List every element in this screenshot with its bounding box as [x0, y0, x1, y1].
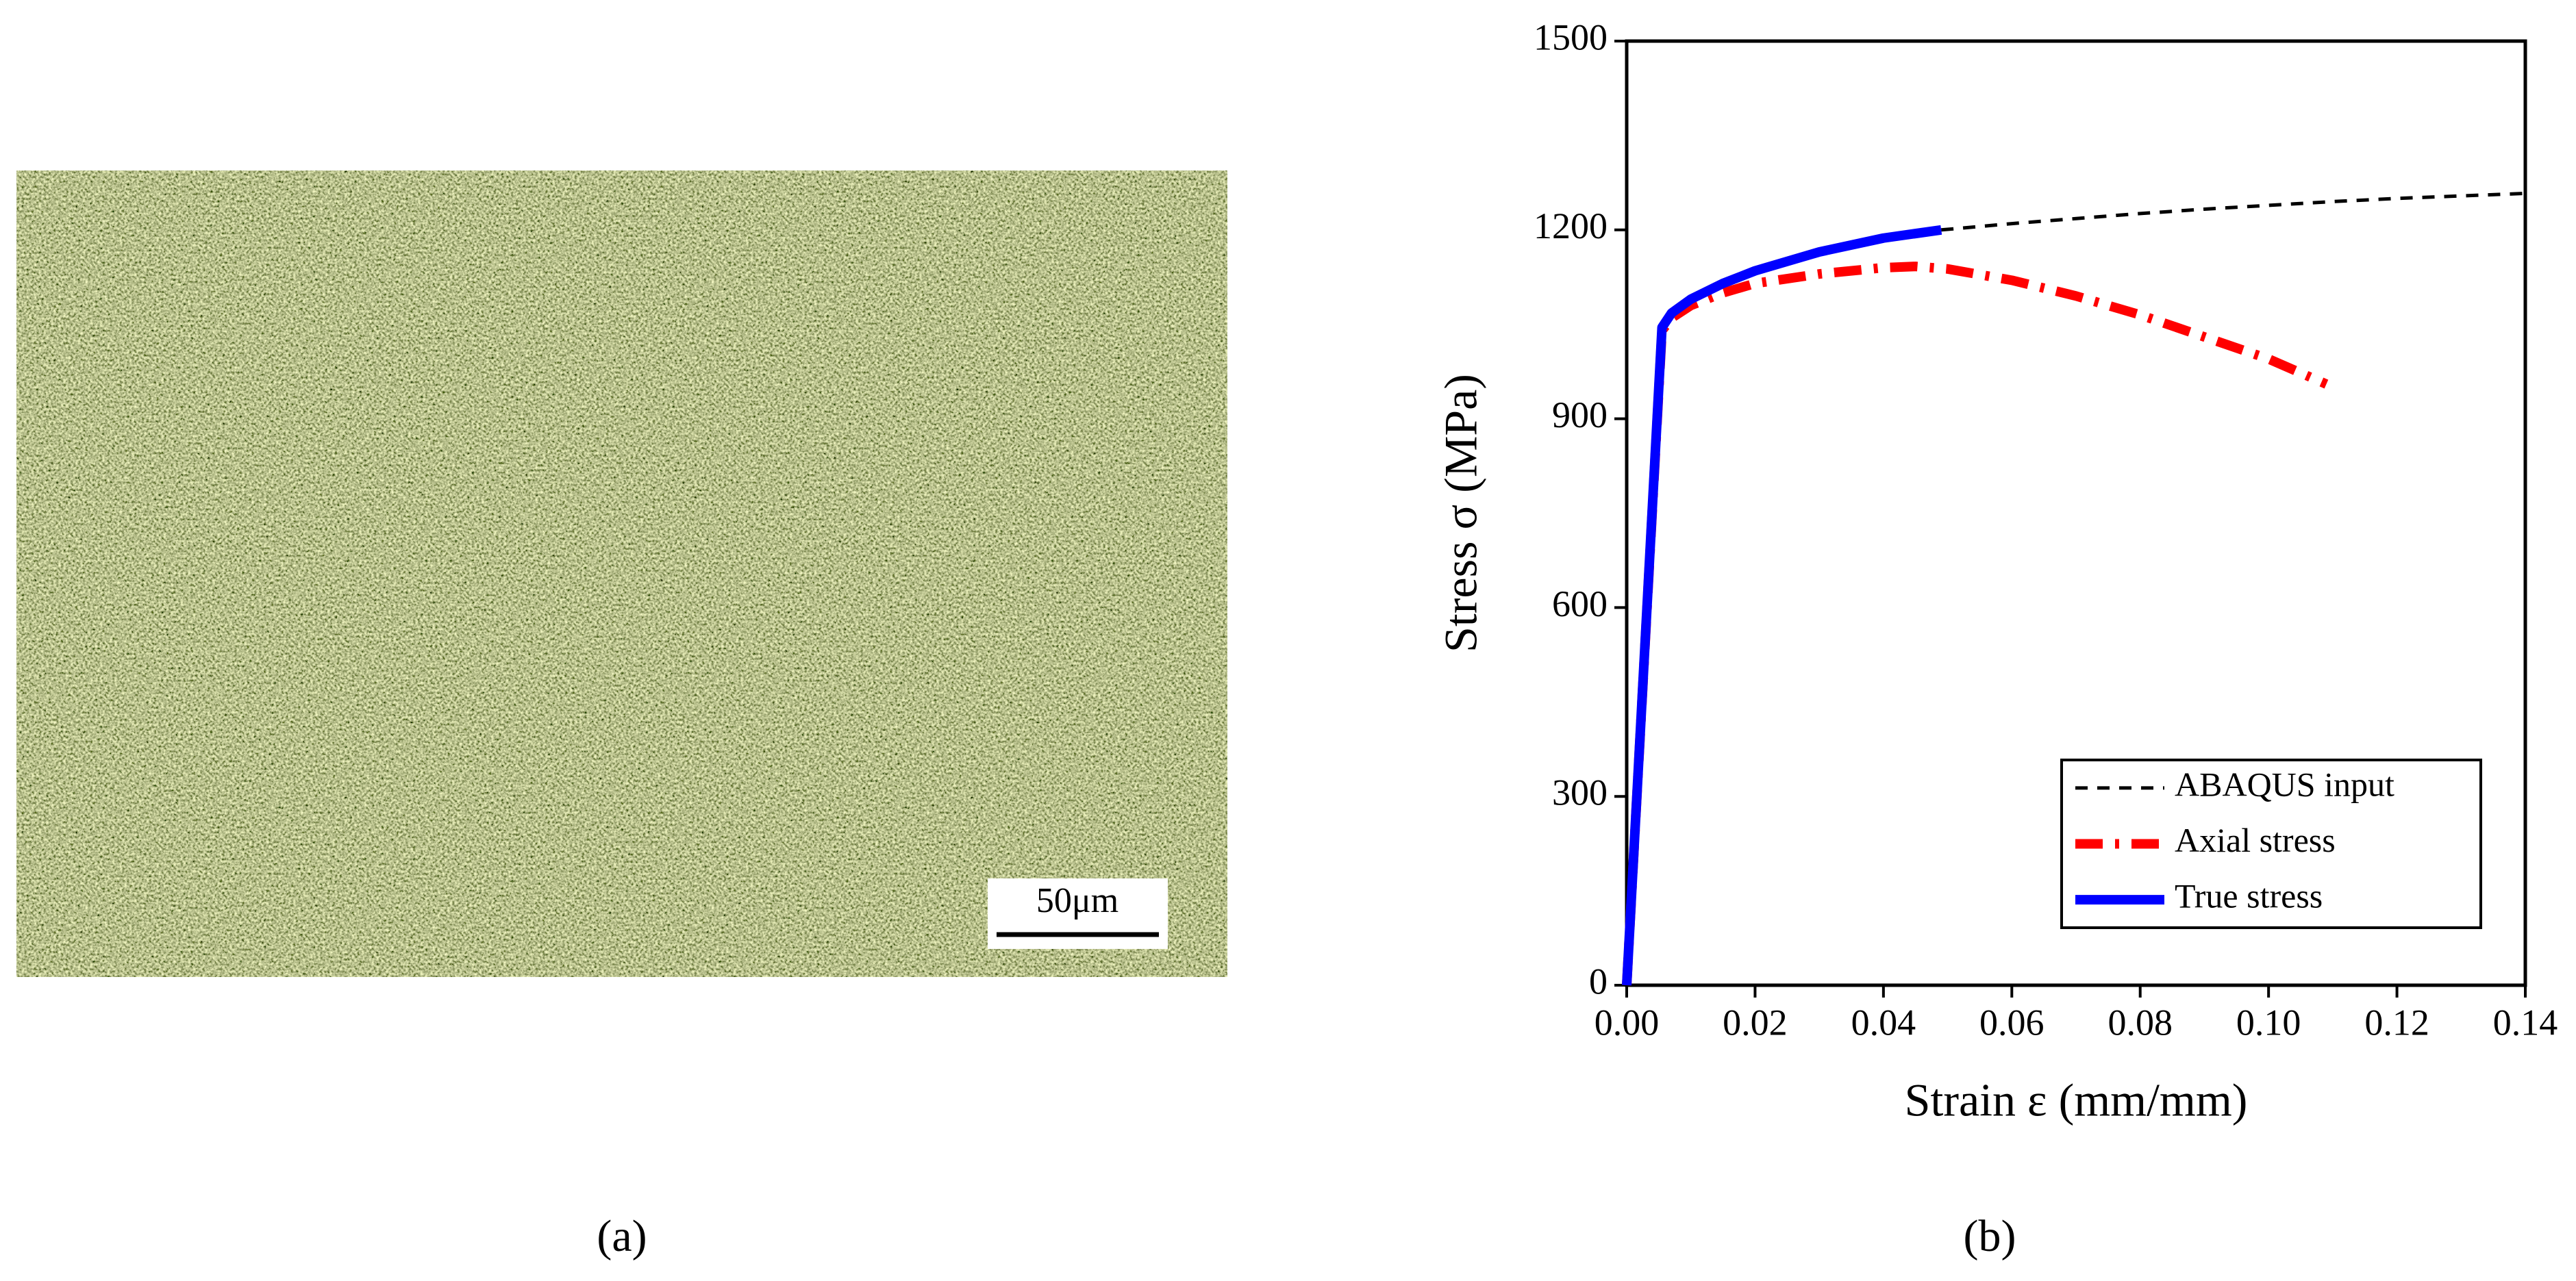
- x-tick-label: 0.06: [1979, 1002, 2044, 1043]
- micrograph: 50μm: [16, 170, 1227, 977]
- x-tick-label: 0.08: [2108, 1002, 2173, 1043]
- y-tick-label: 1200: [1534, 205, 1608, 246]
- x-tick-label: 0.12: [2364, 1002, 2429, 1043]
- plot-frame: [1625, 39, 2527, 987]
- legend-label: Axial stress: [2175, 821, 2336, 859]
- y-tick-label: 1500: [1534, 16, 1608, 58]
- scale-bar-box: [988, 878, 1168, 949]
- micrograph-texture: [16, 170, 1227, 977]
- caption-a: (a): [597, 1211, 647, 1261]
- x-tick-label: 0.02: [1723, 1002, 1788, 1043]
- legend-label: True stress: [2175, 877, 2323, 915]
- x-tick-label: 0.00: [1595, 1002, 1660, 1043]
- y-tick-label: 300: [1552, 772, 1608, 813]
- scale-bar-label: 50μm: [1036, 881, 1118, 920]
- legend-label: ABAQUS input: [2175, 765, 2394, 803]
- x-axis-label: Strain ε (mm/mm): [1905, 1074, 2248, 1126]
- caption-b: (b): [1964, 1211, 2016, 1261]
- y-tick-label: 0: [1589, 961, 1608, 1002]
- x-tick-label: 0.04: [1851, 1002, 1916, 1043]
- y-tick-label: 600: [1552, 583, 1608, 624]
- series-line: [1940, 191, 2526, 232]
- legend: ABAQUS input Axial stress True stress: [2060, 759, 2482, 929]
- y-axis-label: Stress σ (MPa): [1435, 374, 1487, 652]
- x-tick-label: 0.10: [2236, 1002, 2301, 1043]
- series-line: [1622, 225, 1942, 986]
- x-tick-label: 0.14: [2493, 1002, 2558, 1043]
- y-tick-label: 900: [1552, 394, 1608, 435]
